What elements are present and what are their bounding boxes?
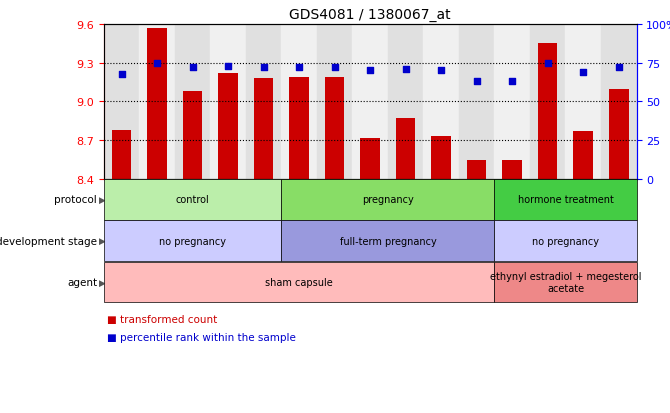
Bar [431, 137, 451, 180]
Text: ▶: ▶ [99, 195, 106, 204]
Text: ethynyl estradiol + megesterol
acetate: ethynyl estradiol + megesterol acetate [490, 272, 641, 293]
Point [471, 79, 482, 85]
Bar [183, 92, 202, 180]
Point [436, 68, 446, 74]
Bar [325, 78, 344, 180]
Text: development stage: development stage [0, 236, 97, 246]
Point [329, 65, 340, 71]
Point [400, 66, 411, 73]
Bar [467, 160, 486, 180]
Point [578, 69, 589, 76]
Bar [360, 138, 380, 180]
Point [293, 65, 304, 71]
Point [222, 63, 233, 70]
Text: ▶: ▶ [99, 278, 106, 287]
Point [364, 68, 375, 74]
Bar [538, 44, 557, 180]
Bar [609, 89, 628, 180]
Bar [281, 25, 317, 180]
Bar [289, 78, 309, 180]
Text: sham capsule: sham capsule [265, 278, 333, 287]
Bar [147, 28, 167, 180]
Bar [254, 79, 273, 180]
Bar [574, 132, 593, 180]
Bar [210, 25, 246, 180]
Bar [459, 25, 494, 180]
Point [507, 79, 517, 85]
Bar [112, 131, 131, 180]
Text: full-term pregnancy: full-term pregnancy [340, 236, 436, 246]
Bar [175, 25, 210, 180]
Bar [494, 25, 530, 180]
Bar [396, 119, 415, 180]
Text: hormone treatment: hormone treatment [517, 195, 614, 205]
Point [117, 71, 127, 78]
Bar [139, 25, 175, 180]
Text: ■ percentile rank within the sample: ■ percentile rank within the sample [107, 332, 296, 342]
Text: no pregnancy: no pregnancy [532, 236, 599, 246]
Point [543, 60, 553, 67]
Point [614, 65, 624, 71]
Bar [317, 25, 352, 180]
Bar [218, 74, 238, 180]
Bar [352, 25, 388, 180]
Point [187, 65, 198, 71]
Text: pregnancy: pregnancy [362, 195, 414, 205]
Bar [246, 25, 281, 180]
Text: ■ transformed count: ■ transformed count [107, 314, 218, 324]
Bar [104, 25, 139, 180]
Bar [502, 160, 522, 180]
Bar [423, 25, 459, 180]
Text: control: control [176, 195, 210, 205]
Title: GDS4081 / 1380067_at: GDS4081 / 1380067_at [289, 8, 451, 22]
Bar [388, 25, 423, 180]
Text: ▶: ▶ [99, 237, 106, 246]
Point [258, 65, 269, 71]
Point [151, 60, 162, 67]
Text: protocol: protocol [54, 195, 97, 205]
Bar [530, 25, 565, 180]
Text: no pregnancy: no pregnancy [159, 236, 226, 246]
Bar [601, 25, 636, 180]
Bar [565, 25, 601, 180]
Text: agent: agent [67, 278, 97, 287]
